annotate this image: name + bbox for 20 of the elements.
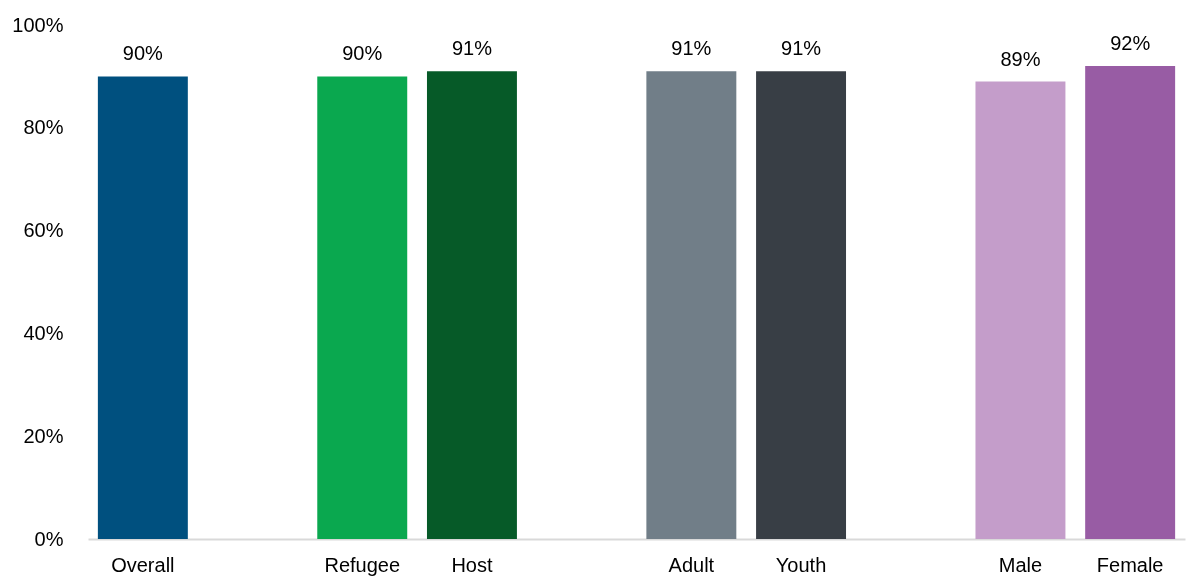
y-tick-label: 40% <box>23 321 64 344</box>
y-tick-label: 20% <box>23 424 64 447</box>
x-tick-label: Youth <box>775 553 827 576</box>
data-label: 91% <box>451 37 493 60</box>
data-label: 91% <box>781 37 822 60</box>
x-tick-label: Host <box>451 553 493 576</box>
x-tick-label: Adult <box>668 553 715 576</box>
data-label: 90% <box>122 42 164 65</box>
y-tick-label: 100% <box>12 13 64 36</box>
x-tick-label: Female <box>1096 553 1164 576</box>
x-tick-label: Overall <box>111 553 175 576</box>
data-label: 91% <box>671 37 712 60</box>
y-tick-label: 0% <box>34 527 64 550</box>
data-label: 89% <box>1000 47 1041 70</box>
y-tick-label: 60% <box>23 219 64 242</box>
data-label: 92% <box>1110 32 1151 55</box>
x-tick-label: Refugee <box>324 553 401 576</box>
y-tick-label: 80% <box>23 116 64 139</box>
x-tick-label: Male <box>998 553 1043 576</box>
data-label: 90% <box>342 42 383 65</box>
